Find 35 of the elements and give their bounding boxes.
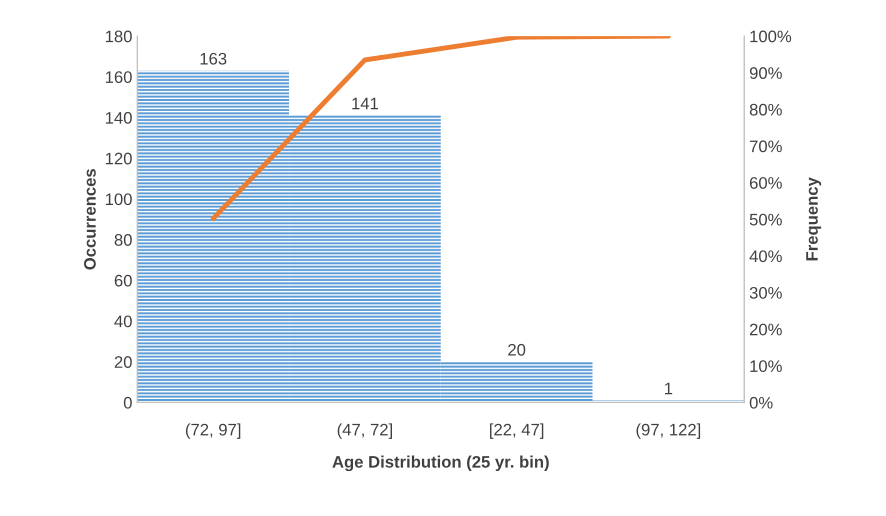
x-axis-title: Age Distribution (25 yr. bin) (332, 456, 549, 472)
y2-tick-label: 10% (750, 360, 782, 372)
y-tick-label: 160 (106, 71, 132, 84)
y2-tick-label: 40% (749, 250, 782, 262)
y-tick-label: 120 (106, 152, 132, 164)
y2-tick-label: 80% (750, 104, 782, 116)
x-tick-label: (72, 97] (186, 423, 240, 439)
y2-tick-label: 90% (750, 67, 782, 79)
y-tick-label: 180 (106, 30, 132, 42)
y-axis-title: Occurrences (84, 169, 96, 270)
x-tick-label: [22, 47] (490, 423, 544, 439)
y2-tick-label: 0% (750, 396, 773, 409)
x-tick-label: (97, 122] (636, 423, 700, 439)
bar (137, 70, 290, 402)
y2-tick-label: 70% (750, 140, 782, 152)
data-label: 141 (352, 98, 378, 110)
data-label: 163 (200, 52, 226, 65)
y2-tick-label: 100% (750, 30, 792, 42)
y2-axis-title: Frequency (806, 177, 822, 260)
bar (440, 362, 593, 402)
data-label: 20 (508, 344, 526, 356)
bar (289, 116, 441, 402)
data-label: 1 (665, 382, 672, 394)
y-tick-label: 40 (114, 315, 132, 328)
y-tick-label: 80 (114, 234, 132, 246)
y2-tick-label: 30% (750, 286, 782, 299)
y2-tick-label: 60% (750, 177, 782, 189)
y2-tick-label: 50% (750, 214, 782, 226)
x-tick-label: (47, 72] (338, 423, 392, 439)
y-tick-label: 100 (106, 193, 132, 206)
y-tick-label: 60 (114, 274, 132, 287)
y-tick-label: 0 (124, 396, 132, 409)
y-tick-label: 140 (106, 112, 132, 124)
y-tick-label: 20 (114, 356, 132, 368)
y2-tick-label: 20% (750, 324, 782, 336)
